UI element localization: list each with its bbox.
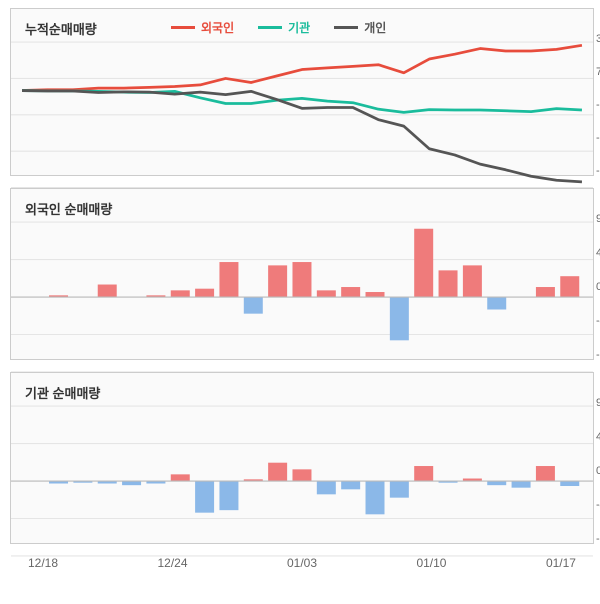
- legend-line-foreigner: [171, 26, 195, 29]
- legend-label-foreigner: 외국인: [201, 19, 234, 36]
- panel1-plot: [11, 9, 593, 194]
- panel2-title: 외국인 순매매량: [25, 199, 112, 218]
- panel2-yaxis: 90,00045,0000-45,000-90,000: [596, 189, 600, 359]
- panel1-title: 누적순매매량: [25, 19, 97, 38]
- legend-label-institution: 기관: [288, 19, 310, 36]
- panel3-yaxis: 90,00045,0000-45,000-90,000: [596, 373, 600, 543]
- cumulative-panel: 누적순매매량 외국인 기관 개인 300,00075,000-150,000-3…: [10, 8, 594, 176]
- legend-individual: 개인: [334, 19, 386, 36]
- legend-line-institution: [258, 26, 282, 29]
- stock-volume-chart: 누적순매매량 외국인 기관 개인 300,00075,000-150,000-3…: [2, 0, 600, 604]
- foreigner-panel: 외국인 순매매량 90,00045,0000-45,000-90,000: [10, 188, 594, 360]
- panel1-yaxis: 300,00075,000-150,000-375,000-600,000: [596, 9, 600, 175]
- legend-label-individual: 개인: [364, 19, 386, 36]
- legend: 외국인 기관 개인: [171, 19, 386, 36]
- legend-line-individual: [334, 26, 358, 29]
- legend-foreigner: 외국인: [171, 19, 234, 36]
- panel3-title: 기관 순매매량: [25, 383, 100, 402]
- institution-panel: 기관 순매매량 90,00045,0000-45,000-90,000: [10, 372, 594, 544]
- legend-institution: 기관: [258, 19, 310, 36]
